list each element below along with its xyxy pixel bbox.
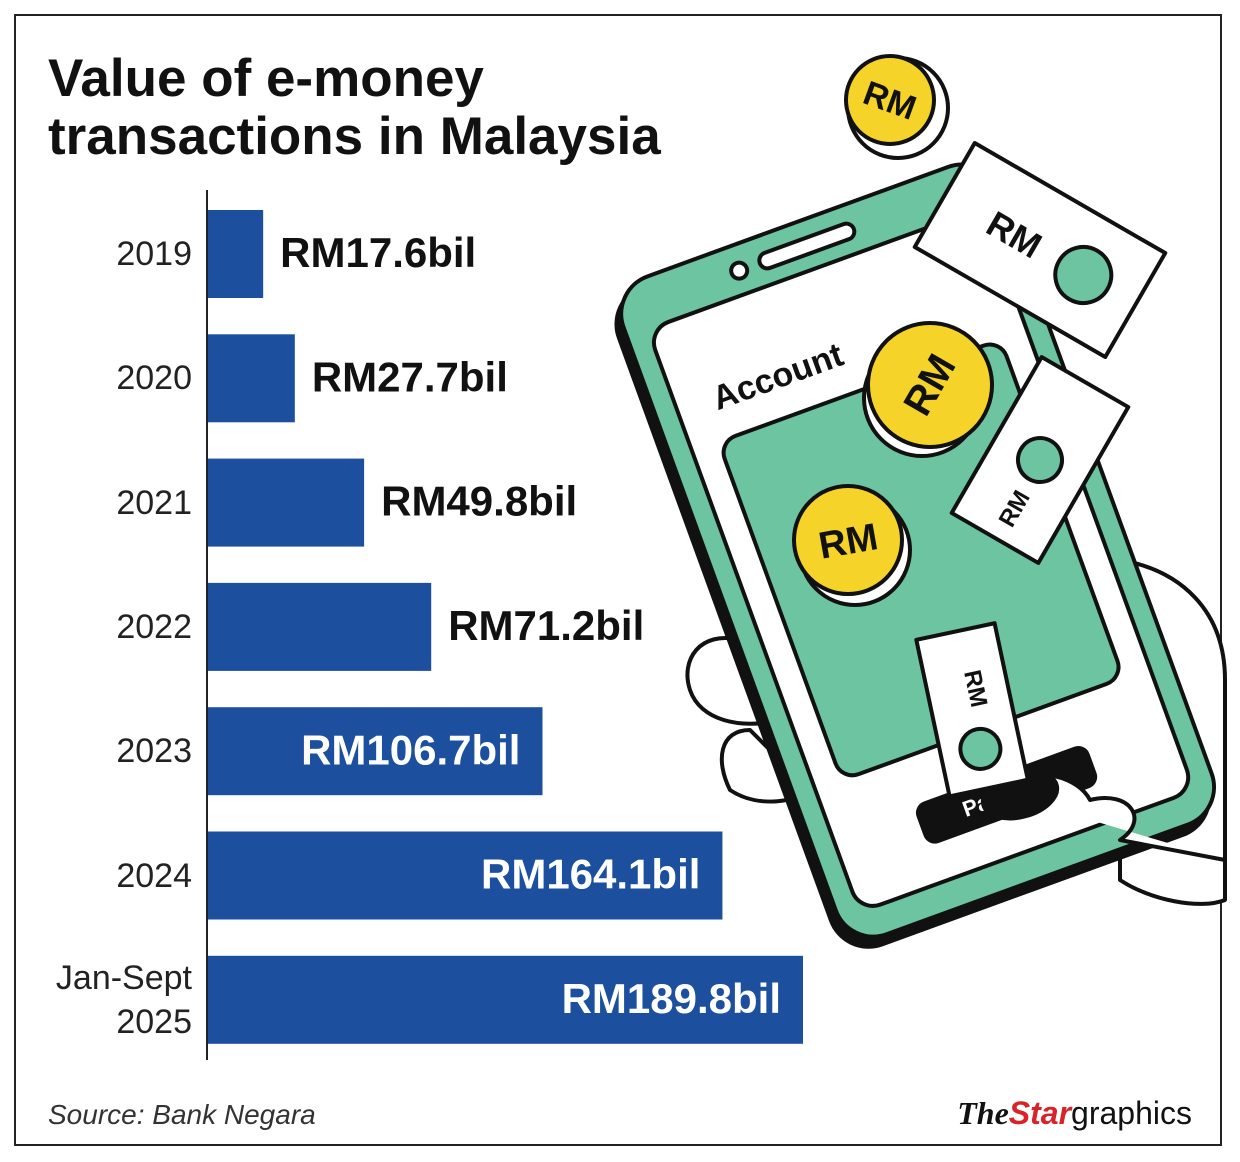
category-label: Jan-Sept 2025 — [55, 958, 192, 1041]
credit-the: The — [957, 1095, 1009, 1131]
coin: RM — [862, 321, 994, 458]
coin: RM — [844, 54, 950, 160]
coin: RM — [792, 484, 912, 607]
chart-title: Value of e-money transactions in Malaysia — [48, 49, 661, 166]
category-label: 2023 — [116, 732, 192, 771]
value-label: RM17.6bil — [280, 229, 476, 276]
value-label: RM189.8bil — [562, 975, 781, 1022]
speaker — [757, 221, 857, 271]
illustration: Account Pay Now RM RM RM RM RM RM — [614, 54, 1227, 949]
value-label: RM49.8bil — [381, 478, 577, 525]
banknote: RM — [949, 355, 1131, 565]
bar — [208, 707, 543, 796]
value-label: RM27.7bil — [312, 353, 508, 400]
value-label: RM106.7bil — [301, 726, 520, 773]
bar — [208, 334, 295, 423]
bar — [208, 458, 365, 547]
value-label: RM71.2bil — [448, 602, 644, 649]
bar — [208, 831, 723, 920]
value-label: RM164.1bil — [481, 851, 700, 898]
coin-label: RM — [816, 516, 882, 568]
bar — [208, 210, 264, 298]
credit: TheStargraphics — [957, 1095, 1192, 1131]
category-label: 2021 — [116, 483, 192, 522]
banknote: RM — [914, 621, 1030, 799]
category-label: 2024 — [116, 856, 192, 895]
source: Source: Bank Negara — [48, 1099, 316, 1130]
camera — [729, 260, 750, 281]
category-label: 2022 — [116, 607, 192, 646]
category-label: 2019 — [116, 235, 192, 273]
credit-graphics: graphics — [1071, 1095, 1192, 1131]
category-label: 2020 — [116, 359, 192, 398]
frame — [14, 14, 1222, 1146]
banknote: RM — [912, 141, 1168, 359]
bar — [208, 582, 432, 671]
bar — [208, 955, 803, 1044]
credit-star: Star — [1009, 1095, 1073, 1131]
